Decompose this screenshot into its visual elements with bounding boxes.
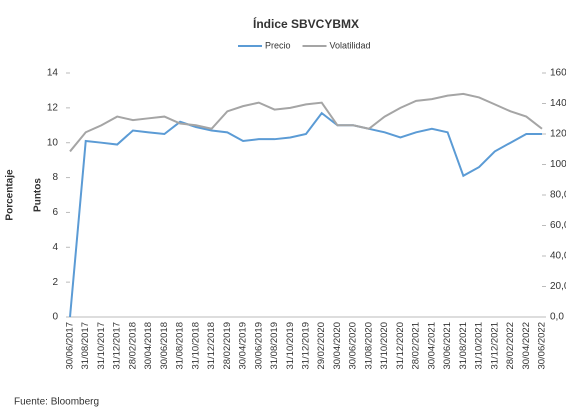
x-tick-label: 28/02/2018: [127, 322, 138, 370]
y-tick-label: 0: [52, 312, 58, 323]
y2-tick-label: 40,0: [550, 251, 566, 262]
y2-tick-label: 0,0: [550, 312, 564, 323]
x-tick-label: 28/02/2019: [222, 322, 233, 370]
x-tick-label: 30/04/2018: [143, 322, 154, 370]
legend-label: Precio: [265, 40, 291, 50]
y-tick-label: 8: [52, 172, 58, 183]
y2-tick-label: 120,0: [550, 129, 566, 140]
x-tick-label: 30/04/2019: [238, 322, 249, 370]
y2-tick-label: 140,0: [550, 98, 566, 109]
x-tick-label: 31/12/2021: [489, 322, 500, 370]
x-tick-label: 31/10/2021: [474, 322, 485, 370]
y2-axis-title: Puntos: [33, 178, 44, 212]
y2-tick-label: 100,0: [550, 159, 566, 170]
x-tick-label: 30/06/2019: [253, 322, 264, 370]
x-tick-label: 30/04/2021: [426, 322, 437, 370]
x-tick-label: 30/06/2022: [537, 322, 548, 370]
x-tick-label: 30/06/2017: [65, 322, 76, 370]
y2-tick-label: 80,0: [550, 190, 566, 201]
x-tick-label: 30/06/2018: [159, 322, 170, 370]
source-note: Fuente: Bloomberg: [14, 397, 99, 408]
x-tick-label: 31/08/2021: [458, 322, 469, 370]
x-tick-label: 31/12/2019: [301, 322, 312, 370]
x-tick-label: 31/12/2017: [112, 322, 123, 370]
y-tick-label: 10: [47, 137, 59, 148]
x-tick-label: 31/10/2018: [190, 322, 201, 370]
series-line: [69, 111, 542, 318]
x-tick-label: 29/02/2020: [316, 322, 327, 370]
y2-tick-label: 20,0: [550, 281, 566, 292]
x-tick-label: 30/04/2022: [521, 322, 532, 370]
x-tick-label: 28/02/2021: [411, 322, 422, 370]
x-tick-label: 31/08/2017: [80, 322, 91, 370]
y-axis-title: Porcentaje: [5, 169, 16, 221]
series-line: [69, 92, 543, 153]
x-tick-label: 30/04/2020: [332, 322, 343, 370]
x-tick-label: 31/12/2020: [395, 322, 406, 370]
x-tick-label: 31/10/2020: [379, 322, 390, 370]
x-tick-label: 30/06/2020: [348, 322, 359, 370]
y-tick-label: 6: [52, 207, 58, 218]
x-tick-label: 31/08/2019: [269, 322, 280, 370]
y2-tick-label: 60,0: [550, 220, 566, 231]
x-tick-label: 28/02/2022: [505, 322, 516, 370]
y2-tick-label: 160,0: [550, 68, 566, 79]
x-tick-label: 31/10/2019: [285, 322, 296, 370]
y-tick-label: 14: [47, 68, 59, 79]
legend-label: Volatilidad: [330, 40, 371, 50]
chart-title: Índice SBVCYBMX: [253, 16, 359, 31]
y-tick-label: 12: [47, 102, 59, 113]
x-tick-label: 31/08/2020: [363, 322, 374, 370]
x-tick-label: 31/12/2018: [206, 322, 217, 370]
x-tick-label: 31/10/2017: [96, 322, 107, 370]
y-tick-label: 4: [52, 242, 58, 253]
y-tick-label: 2: [52, 277, 58, 288]
x-tick-label: 31/08/2018: [175, 322, 186, 370]
x-tick-label: 30/06/2021: [442, 322, 453, 370]
